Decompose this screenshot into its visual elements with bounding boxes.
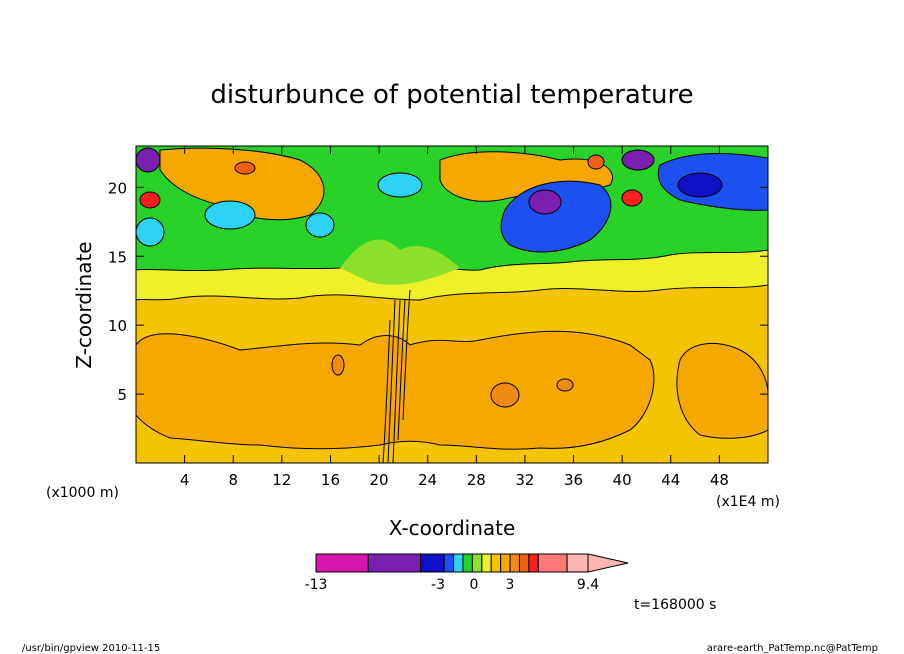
colorbar-swatch — [421, 554, 445, 572]
colorbar-swatch — [472, 554, 481, 572]
y-tick-label: 5 — [117, 386, 127, 404]
x-tick-label: 44 — [661, 471, 680, 489]
colorbar-swatch — [454, 554, 463, 572]
cyan-blob-2 — [306, 213, 334, 237]
small-orange-1 — [332, 355, 344, 375]
small-orange-2 — [491, 383, 519, 407]
red-hotspot-1 — [140, 192, 160, 208]
time-label: t=168000 s — [634, 597, 716, 613]
colorbar-swatch — [529, 554, 538, 572]
x-tick-label: 16 — [321, 471, 340, 489]
x-tick-label: 36 — [564, 471, 583, 489]
colorbar-swatch — [444, 554, 453, 572]
plot-area — [136, 146, 768, 463]
footer-right: arare-earth_PatTemp.nc@PatTemp — [707, 643, 878, 654]
x-tick-label: 4 — [180, 471, 190, 489]
chart-title: disturbunce of potential temperature — [210, 80, 693, 110]
colorbar-swatch — [316, 554, 368, 572]
footer-left: /usr/bin/gpview 2010-11-15 — [22, 643, 160, 654]
cyan-blob-3 — [378, 173, 422, 197]
x-tick-label: 32 — [515, 471, 534, 489]
red-hotspot-4 — [235, 162, 255, 174]
red-hotspot-2 — [622, 190, 642, 206]
colorbar-swatch — [538, 554, 567, 572]
x-axis-label: X-coordinate — [389, 516, 516, 540]
colorbar-swatch — [519, 554, 528, 572]
colorbar-swatch — [463, 554, 472, 572]
x-tick-label: 28 — [467, 471, 486, 489]
y-tick-label: 15 — [108, 248, 127, 266]
x-tick-label: 20 — [370, 471, 389, 489]
colorbar-swatch — [510, 554, 519, 572]
colorbar-label: 0 — [470, 577, 479, 593]
cyan-blob-1 — [205, 201, 255, 229]
colorbar-label: -13 — [305, 577, 328, 593]
purple-blob — [529, 190, 561, 214]
x-unit-left: (x1000 m) — [46, 485, 119, 501]
colorbar-swatch — [567, 554, 588, 572]
x-unit-right: (x1E4 m) — [716, 494, 780, 510]
y-tick-label: 20 — [108, 179, 127, 197]
colorbar-label: 9.4 — [577, 577, 599, 593]
colorbar-label: 3 — [506, 577, 515, 593]
dark-blue-blob — [678, 173, 722, 197]
colorbar — [316, 554, 628, 572]
colorbar-labels: -13 -3 0 3 9.4 — [305, 577, 600, 593]
x-tick-label: 40 — [613, 471, 632, 489]
y-tick-label: 10 — [108, 317, 127, 335]
orange-band — [136, 331, 654, 449]
y-axis-label: Z-coordinate — [72, 241, 96, 368]
x-tick-label: 24 — [418, 471, 437, 489]
x-tick-label: 12 — [272, 471, 291, 489]
colorbar-swatch — [491, 554, 500, 572]
colorbar-swatch — [482, 554, 491, 572]
colorbar-swatch — [368, 554, 420, 572]
cyan-blob-4 — [136, 218, 164, 246]
small-orange-3 — [557, 379, 573, 391]
colorbar-arrow — [588, 554, 628, 572]
red-hotspot-3 — [588, 155, 604, 169]
purple-blob-2 — [622, 150, 654, 170]
colorbar-label: -3 — [431, 577, 445, 593]
x-tick-label: 8 — [228, 471, 238, 489]
purple-blob-3 — [136, 148, 160, 172]
x-tick-label: 48 — [710, 471, 729, 489]
colorbar-swatch — [501, 554, 510, 572]
